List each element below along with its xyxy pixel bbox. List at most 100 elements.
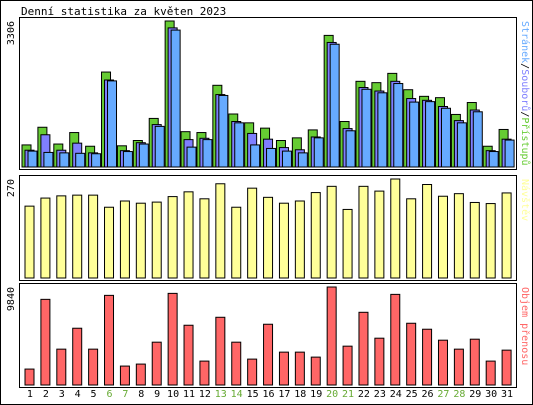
bar-kbytes-day-12 bbox=[199, 360, 210, 386]
bar-visits-day-6 bbox=[104, 206, 115, 279]
bar-visits-day-10 bbox=[167, 196, 178, 279]
bar-stránek-day-19 bbox=[313, 137, 324, 168]
bar-stránek-day-30 bbox=[488, 151, 499, 168]
bar-visits-day-29 bbox=[469, 201, 480, 279]
x-tick-label-day-19: 19 bbox=[310, 389, 322, 400]
y-max-label: 270 bbox=[6, 179, 17, 197]
x-tick-label-day-23: 23 bbox=[374, 389, 386, 400]
bar-kbytes-day-24 bbox=[390, 293, 401, 386]
bar-stránek-day-2 bbox=[43, 151, 54, 168]
bar-kbytes-day-22 bbox=[358, 311, 369, 386]
series-axis-label: Objem přenosu bbox=[519, 287, 531, 365]
bar-kbytes-day-29 bbox=[469, 338, 480, 386]
bar-kbytes-day-17 bbox=[278, 351, 289, 386]
x-tick-label-day-29: 29 bbox=[469, 389, 481, 400]
bar-stránek-day-26 bbox=[425, 101, 436, 168]
series-axis-label: Návštěv bbox=[519, 179, 531, 221]
bar-visits-day-17 bbox=[278, 202, 289, 279]
bar-visits-day-21 bbox=[342, 208, 353, 279]
y-max-label: 3306 bbox=[6, 21, 17, 45]
x-tick-label-day-25: 25 bbox=[406, 389, 418, 400]
bar-kbytes-day-23 bbox=[374, 337, 385, 386]
bar-stránek-day-24 bbox=[393, 83, 404, 168]
bar-stránek-day-8 bbox=[138, 143, 149, 168]
bar-kbytes-day-8 bbox=[135, 363, 146, 386]
bar-stránek-day-17 bbox=[281, 150, 292, 168]
bar-stránek-day-25 bbox=[409, 101, 420, 168]
x-tick-label-day-8: 8 bbox=[138, 389, 144, 400]
bar-stránek-day-27 bbox=[440, 107, 451, 168]
bar-kbytes-day-15 bbox=[247, 358, 258, 386]
bar-visits-day-19 bbox=[310, 192, 321, 279]
bar-stránek-day-9 bbox=[154, 125, 165, 168]
bar-stránek-day-31 bbox=[504, 139, 515, 168]
x-tick-label-day-30: 30 bbox=[485, 389, 497, 400]
bar-stránek-day-7 bbox=[122, 151, 133, 168]
bar-stránek-day-5 bbox=[91, 153, 102, 168]
bar-visits-day-8 bbox=[135, 202, 146, 279]
panel-visits: 270 Návštěv bbox=[6, 175, 531, 281]
bar-stránek-day-16 bbox=[266, 147, 277, 168]
x-tick-label-day-20: 20 bbox=[326, 389, 338, 400]
bar-kbytes-day-4 bbox=[72, 327, 83, 386]
bar-visits-day-15 bbox=[247, 187, 258, 279]
panel-kbytes: 9840 Objem přenosu bbox=[6, 283, 531, 388]
bar-stránek-day-11 bbox=[186, 146, 197, 168]
bar-stránek-day-18 bbox=[297, 152, 308, 168]
x-tick-label-day-6: 6 bbox=[106, 389, 112, 400]
x-tick-label-day-7: 7 bbox=[122, 389, 128, 400]
bar-stránek-day-21 bbox=[345, 130, 356, 168]
x-tick-label-day-14: 14 bbox=[231, 389, 243, 400]
bar-stránek-day-4 bbox=[75, 152, 86, 168]
bar-visits-day-20 bbox=[326, 185, 337, 279]
x-tick-label-day-12: 12 bbox=[199, 389, 211, 400]
bar-kbytes-day-9 bbox=[151, 341, 162, 386]
bar-visits-day-4 bbox=[72, 194, 83, 279]
bar-stránek-day-22 bbox=[361, 88, 372, 168]
x-axis-labels: 1 2 3 4 5 6 7 8 9 10 11 12 13 14 15 16 17 18 19 20 21 22 23 24 2… bbox=[27, 389, 513, 400]
axis-label-part-2: Souborů bbox=[519, 69, 531, 111]
bar-kbytes-day-21 bbox=[342, 345, 353, 386]
x-tick-label-day-28: 28 bbox=[453, 389, 465, 400]
series-axis-label: Stránek/Souborů/Přístupů bbox=[519, 21, 531, 166]
x-tick-label-day-5: 5 bbox=[91, 389, 97, 400]
x-tick-label-day-11: 11 bbox=[183, 389, 195, 400]
x-tick-label-day-13: 13 bbox=[215, 389, 227, 400]
bar-visits-day-5 bbox=[88, 194, 99, 279]
bar-stránek-day-12 bbox=[202, 139, 213, 168]
axis-label-part-1: / bbox=[519, 63, 530, 69]
bar-kbytes-day-31 bbox=[501, 349, 512, 386]
bar-visits-day-2 bbox=[40, 197, 51, 279]
bar-stránek-day-15 bbox=[250, 144, 261, 168]
bar-visits-day-28 bbox=[453, 193, 464, 279]
x-tick-label-day-27: 27 bbox=[437, 389, 449, 400]
bar-visits-day-16 bbox=[263, 196, 274, 279]
bar-stránek-day-29 bbox=[472, 111, 483, 168]
bar-visits-day-23 bbox=[374, 190, 385, 279]
bar-kbytes-day-6 bbox=[104, 294, 115, 386]
axis-label-part-0: Objem přenosu bbox=[519, 287, 531, 365]
bar-visits-day-13 bbox=[215, 183, 226, 279]
chart-title: Denní statistika za květen 2023 bbox=[21, 5, 226, 18]
bar-visits-day-9 bbox=[151, 201, 162, 279]
x-tick-label-day-17: 17 bbox=[278, 389, 290, 400]
bar-kbytes-day-30 bbox=[485, 360, 496, 386]
bar-kbytes-day-18 bbox=[294, 351, 305, 386]
bar-stránek-day-1 bbox=[27, 150, 38, 168]
bar-kbytes-day-2 bbox=[40, 298, 51, 386]
x-tick-label-day-18: 18 bbox=[294, 389, 306, 400]
bar-visits-day-11 bbox=[183, 191, 194, 279]
bar-visits-day-22 bbox=[358, 185, 369, 279]
bar-kbytes-day-19 bbox=[310, 356, 321, 386]
x-tick-label-day-22: 22 bbox=[358, 389, 370, 400]
bar-stránek-day-20 bbox=[329, 43, 340, 168]
chart-panels: 3306 Stránek/Souborů/Přístupů 270 Návštěv 98… bbox=[6, 17, 531, 388]
axis-label-part-3: / bbox=[519, 111, 530, 117]
axis-label-part-4: Přístupů bbox=[519, 117, 531, 165]
y-max-label: 9840 bbox=[6, 287, 17, 311]
bar-kbytes-day-5 bbox=[88, 348, 99, 386]
bar-kbytes-day-20 bbox=[326, 286, 337, 386]
bar-kbytes-day-27 bbox=[437, 339, 448, 386]
bar-visits-day-18 bbox=[294, 200, 305, 279]
